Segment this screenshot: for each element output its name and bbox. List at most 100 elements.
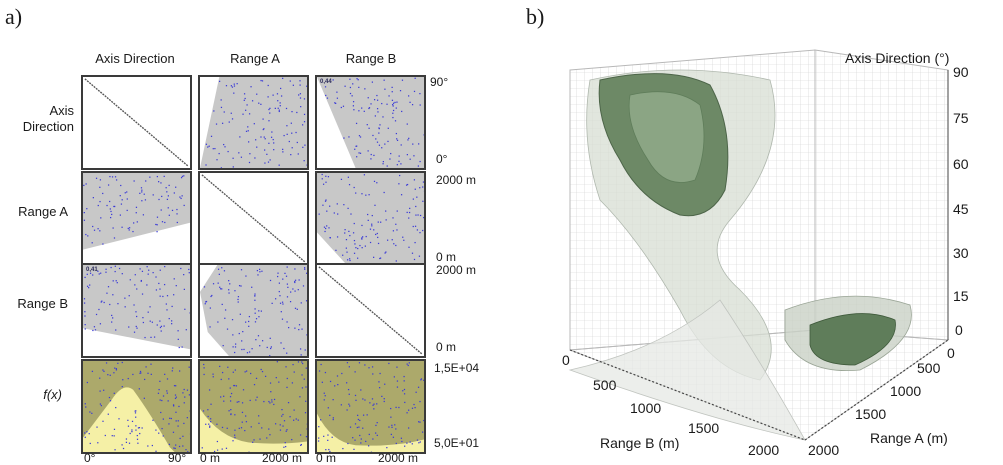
scatter-point <box>221 122 224 124</box>
scatter-point <box>281 318 284 320</box>
scatter-point <box>306 164 307 166</box>
scatter-point <box>110 210 112 213</box>
scatter-point <box>173 294 175 296</box>
scatter-point <box>132 230 134 233</box>
scatter-point <box>112 317 114 319</box>
scatter-point <box>376 99 379 101</box>
scatter-point <box>236 83 238 85</box>
isosurface-core-upper <box>628 91 705 183</box>
scatter-point <box>349 259 351 262</box>
scatter-point <box>242 389 245 391</box>
scatter-point <box>406 412 408 414</box>
y-tick-2000: 2000 <box>808 442 840 458</box>
scatter-point <box>131 420 134 423</box>
scatter-point <box>150 363 152 365</box>
scatter-point <box>361 107 363 109</box>
scatter-point <box>212 373 214 375</box>
scatter-point <box>293 409 295 411</box>
scatter-point <box>403 375 405 378</box>
scatter-point <box>245 370 248 372</box>
scatter-point <box>280 87 282 90</box>
scatter-point <box>159 326 162 329</box>
scatter-point <box>234 429 236 431</box>
scatter-point <box>140 280 142 282</box>
scatter-point <box>166 309 168 311</box>
scatter-point <box>242 330 244 333</box>
scatter-point <box>180 267 182 270</box>
scatter-point <box>166 390 168 392</box>
scatter-point <box>278 164 280 166</box>
scatter-point <box>231 86 234 88</box>
scatter-point <box>379 372 381 375</box>
x-axis-title: Range B (m) <box>600 435 680 451</box>
scatter-point <box>391 91 393 93</box>
scatter-point <box>268 400 270 403</box>
scatter-point <box>176 221 178 224</box>
scatter-point <box>134 412 137 414</box>
scatter-point <box>158 282 160 285</box>
scatter-point <box>168 443 171 446</box>
tick-row3-top: 2000 m <box>436 263 477 277</box>
scatter-point <box>178 346 180 349</box>
scatter-point <box>297 361 300 363</box>
scatter-point <box>285 445 287 448</box>
scatter-point <box>203 367 205 369</box>
scatter-point <box>344 229 346 231</box>
scatter-point <box>299 396 301 398</box>
scatter-point <box>260 368 262 371</box>
scatter-point <box>83 302 86 304</box>
scatter-point <box>368 194 370 196</box>
scatter-point <box>291 382 294 384</box>
scatter-point <box>255 339 257 341</box>
scatter-point <box>183 388 185 391</box>
scatter-point <box>182 435 184 437</box>
scatter-point <box>211 294 213 297</box>
scatter-point <box>279 102 281 104</box>
scatter-point <box>121 444 123 446</box>
row-header-objective: f(x) <box>43 387 62 402</box>
scatter-point <box>286 377 288 380</box>
scatter-point <box>174 397 177 400</box>
column-header-axis-direction: Axis Direction <box>95 51 175 66</box>
scatter-point <box>163 283 166 286</box>
scatter-point <box>353 109 355 111</box>
scatter-point <box>395 442 397 445</box>
scatter-point <box>183 175 185 177</box>
scatter-point <box>343 204 345 206</box>
scatter-point <box>251 286 253 288</box>
scatter-point <box>349 234 351 237</box>
scatter-point <box>155 276 157 278</box>
scatter-point <box>277 100 279 102</box>
scatter-point <box>305 386 307 388</box>
scatter-point <box>220 106 223 109</box>
scatter-point <box>232 157 234 159</box>
scatter-point <box>84 403 86 405</box>
scatter-point <box>109 208 111 210</box>
scatter-point <box>245 421 248 423</box>
scatter-point <box>398 155 400 157</box>
scatter-point <box>378 132 380 134</box>
scatter-point <box>363 174 366 176</box>
scatter-point <box>289 301 292 303</box>
scatter-point <box>271 302 273 304</box>
scatter-point <box>359 419 361 422</box>
scatter-point <box>145 180 147 182</box>
scatter-point <box>118 418 120 420</box>
scatter-point <box>261 270 263 272</box>
scatter-point <box>280 311 282 313</box>
scatter-point <box>177 420 179 422</box>
scatter-point <box>371 366 374 368</box>
scatter-point <box>408 211 411 214</box>
scatter-point <box>253 123 255 125</box>
scatter-point <box>295 418 297 420</box>
scatter-point <box>105 362 108 364</box>
scatter-point <box>158 388 160 391</box>
x-tick-0: 0 <box>562 352 570 368</box>
scatter-point <box>411 407 414 409</box>
scatter-point <box>91 412 93 414</box>
scatter-point <box>423 216 424 219</box>
correlation-label: 0,44 <box>320 79 332 85</box>
scatter-point <box>254 157 256 159</box>
scatter-point <box>177 338 179 341</box>
scatter-point <box>234 343 237 345</box>
